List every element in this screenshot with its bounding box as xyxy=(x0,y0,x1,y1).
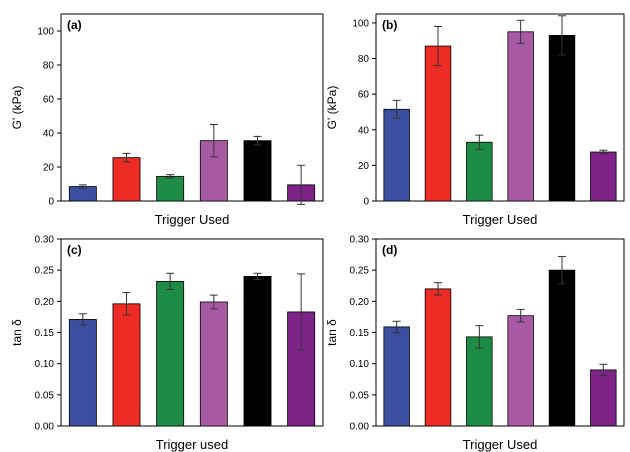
y-axis-label: G' (kPa) xyxy=(10,86,24,130)
y-axis-label: G' (kPa) xyxy=(325,86,339,130)
y-tick-label: 0.20 xyxy=(350,297,370,308)
panel-label: (d) xyxy=(382,243,397,257)
plot-frame xyxy=(375,13,625,202)
bar xyxy=(243,140,272,202)
y-tick-label: 40 xyxy=(43,129,55,140)
bar xyxy=(466,141,493,202)
y-tick-label: 0.30 xyxy=(350,235,370,246)
y-tick-label: 0.10 xyxy=(350,359,370,370)
bar xyxy=(507,315,534,427)
bar xyxy=(548,34,576,202)
bar xyxy=(590,151,617,202)
plot-frame xyxy=(60,13,324,202)
y-tick-label: 100 xyxy=(37,27,54,38)
y-tick-label: 0 xyxy=(363,197,369,208)
y-axis-label: tan δ xyxy=(325,319,339,346)
y-tick-label: 60 xyxy=(43,95,55,106)
bar xyxy=(383,326,410,427)
bar xyxy=(548,269,576,427)
bar xyxy=(424,288,452,427)
panel-label: (b) xyxy=(382,18,397,32)
bar xyxy=(424,45,452,202)
y-tick-label: 0.15 xyxy=(350,328,370,339)
y-tick-label: 0.00 xyxy=(35,422,55,433)
y-tick-label: 100 xyxy=(352,18,369,29)
y-tick-label: 20 xyxy=(358,161,370,172)
bar xyxy=(507,31,534,202)
y-tick-label: 80 xyxy=(43,61,55,72)
y-tick-label: 0.15 xyxy=(35,328,55,339)
bar xyxy=(112,157,141,202)
panel-label: (c) xyxy=(67,243,82,257)
x-axis-label: Trigger Used xyxy=(155,212,230,227)
y-tick-label: 0.20 xyxy=(35,297,55,308)
chart-panel-1: 0 20 40 60 80 100 (a) G' (kPa) Trigger Used xyxy=(10,13,324,227)
bar xyxy=(112,303,141,427)
bar xyxy=(590,369,617,427)
x-axis-label: Trigger Used xyxy=(463,212,538,227)
y-tick-label: 0.10 xyxy=(35,359,55,370)
plot-frame xyxy=(60,238,324,427)
y-tick-label: 0.30 xyxy=(35,235,55,246)
bar xyxy=(383,108,410,202)
y-tick-label: 80 xyxy=(358,54,370,65)
x-axis-label: Trigger Used xyxy=(463,437,538,452)
panel-label: (a) xyxy=(67,18,82,32)
bar xyxy=(243,275,272,427)
y-tick-label: 0 xyxy=(48,197,54,208)
bar xyxy=(199,301,228,427)
y-tick-label: 40 xyxy=(358,125,370,136)
y-axis-label: tan δ xyxy=(10,319,24,346)
y-tick-label: 60 xyxy=(358,90,370,101)
bar xyxy=(68,319,97,427)
y-tick-label: 20 xyxy=(43,163,55,174)
bar xyxy=(156,280,185,427)
plot-frame xyxy=(375,238,625,427)
bar xyxy=(156,175,185,202)
y-tick-label: 0.25 xyxy=(350,266,370,277)
chart-panel-3: 0.00 0.05 0.10 0.15 0.20 0.25 0.30 (c) tan δ Trig… xyxy=(10,235,324,452)
y-tick-label: 0.25 xyxy=(35,266,55,277)
bar xyxy=(466,336,493,427)
y-tick-label: 0.05 xyxy=(35,390,55,401)
y-tick-label: 0.00 xyxy=(350,422,370,433)
y-tick-label: 0.05 xyxy=(350,390,370,401)
chart-panel-2: 0 20 40 60 80 100 (b) G' (kPa) Trigger Used xyxy=(325,13,625,227)
chart-panel-4: 0.00 0.05 0.10 0.15 0.20 0.25 0.30 (d) tan δ Trig… xyxy=(325,235,625,452)
x-axis-label: Trigger used xyxy=(156,437,229,452)
